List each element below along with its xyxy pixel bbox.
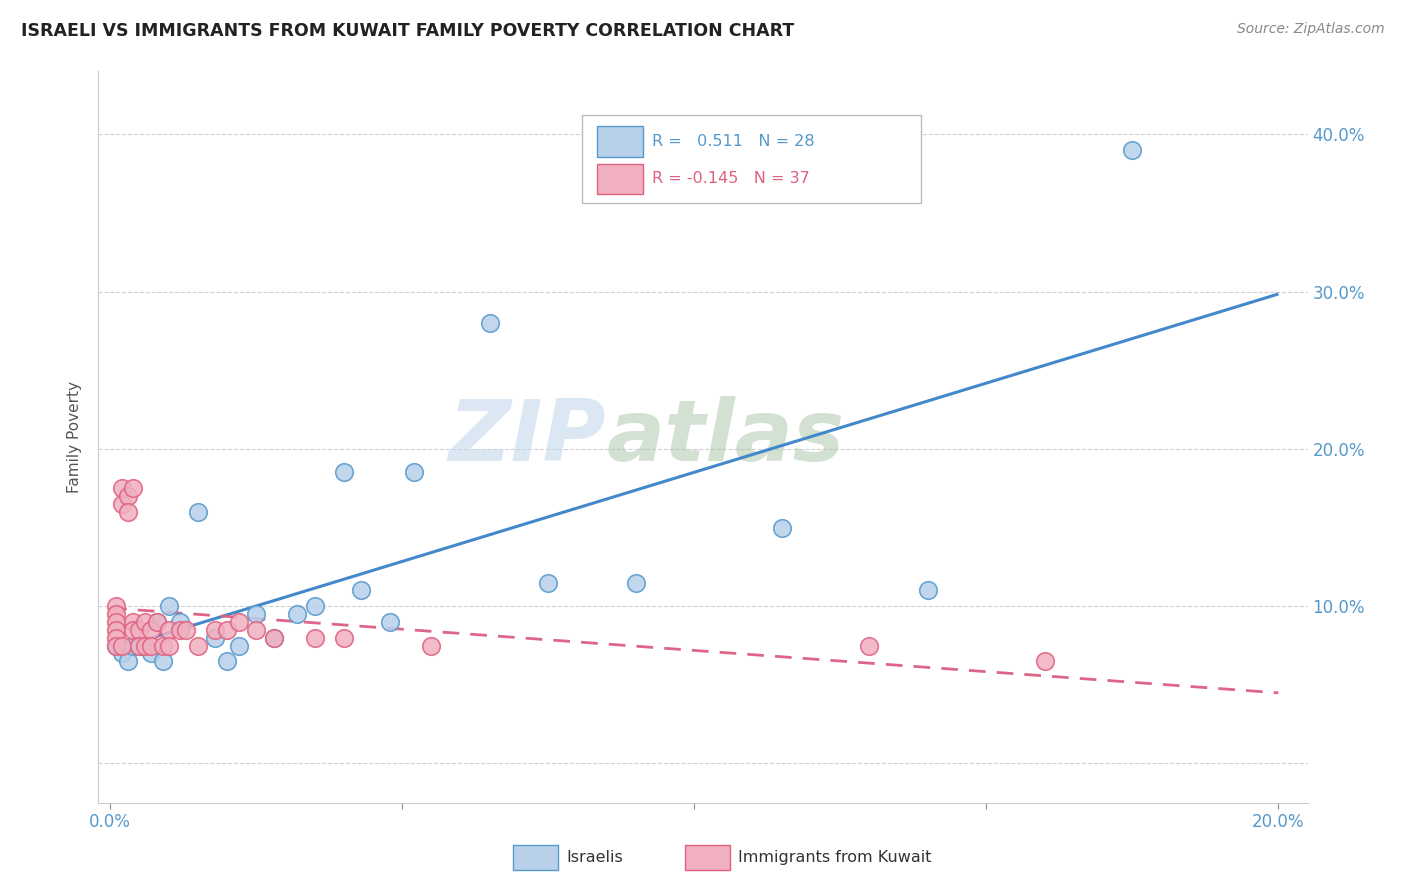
Point	[152, 654, 174, 668]
Point	[917, 583, 939, 598]
Point	[858, 639, 880, 653]
Point	[128, 623, 150, 637]
Point	[139, 639, 162, 653]
Point	[215, 623, 238, 637]
Point	[104, 639, 127, 653]
Point	[104, 607, 127, 621]
Point	[304, 631, 326, 645]
Point	[285, 607, 308, 621]
FancyBboxPatch shape	[596, 127, 643, 157]
Point	[157, 599, 180, 614]
Point	[104, 631, 127, 645]
Point	[122, 481, 145, 495]
Point	[245, 623, 267, 637]
Point	[624, 575, 647, 590]
Point	[139, 646, 162, 660]
Point	[146, 615, 169, 629]
Point	[117, 654, 139, 668]
Point	[169, 615, 191, 629]
Point	[169, 623, 191, 637]
Point	[228, 639, 250, 653]
FancyBboxPatch shape	[596, 163, 643, 194]
Point	[537, 575, 560, 590]
Point	[122, 639, 145, 653]
Point	[122, 623, 145, 637]
Point	[146, 615, 169, 629]
Point	[263, 631, 285, 645]
Point	[122, 615, 145, 629]
Point	[152, 639, 174, 653]
Point	[204, 631, 226, 645]
Point	[187, 505, 209, 519]
Point	[402, 466, 425, 480]
Point	[1121, 143, 1143, 157]
Text: R =   0.511   N = 28: R = 0.511 N = 28	[652, 134, 815, 149]
FancyBboxPatch shape	[582, 115, 921, 203]
Point	[187, 639, 209, 653]
Point	[1033, 654, 1056, 668]
Point	[263, 631, 285, 645]
Point	[420, 639, 443, 653]
Point	[157, 639, 180, 653]
Text: ZIP: ZIP	[449, 395, 606, 479]
Point	[332, 466, 354, 480]
Point	[157, 623, 180, 637]
Point	[111, 481, 134, 495]
Point	[117, 505, 139, 519]
Text: R = -0.145   N = 37: R = -0.145 N = 37	[652, 171, 810, 186]
Point	[111, 646, 134, 660]
Point	[770, 520, 793, 534]
Point	[134, 615, 156, 629]
Text: ISRAELI VS IMMIGRANTS FROM KUWAIT FAMILY POVERTY CORRELATION CHART: ISRAELI VS IMMIGRANTS FROM KUWAIT FAMILY…	[21, 22, 794, 40]
Point	[104, 599, 127, 614]
Text: Israelis: Israelis	[567, 850, 623, 864]
Point	[228, 615, 250, 629]
Y-axis label: Family Poverty: Family Poverty	[67, 381, 83, 493]
Point	[117, 489, 139, 503]
Text: Immigrants from Kuwait: Immigrants from Kuwait	[738, 850, 932, 864]
Point	[111, 497, 134, 511]
Point	[104, 639, 127, 653]
Point	[332, 631, 354, 645]
Point	[128, 639, 150, 653]
Text: Source: ZipAtlas.com: Source: ZipAtlas.com	[1237, 22, 1385, 37]
Point	[215, 654, 238, 668]
Point	[304, 599, 326, 614]
Point	[128, 639, 150, 653]
Point	[380, 615, 402, 629]
Point	[139, 623, 162, 637]
Point	[204, 623, 226, 637]
Text: atlas: atlas	[606, 395, 845, 479]
Point	[350, 583, 373, 598]
Point	[245, 607, 267, 621]
Point	[111, 639, 134, 653]
Point	[174, 623, 197, 637]
Point	[134, 639, 156, 653]
Point	[104, 615, 127, 629]
Point	[104, 623, 127, 637]
Point	[478, 316, 501, 330]
